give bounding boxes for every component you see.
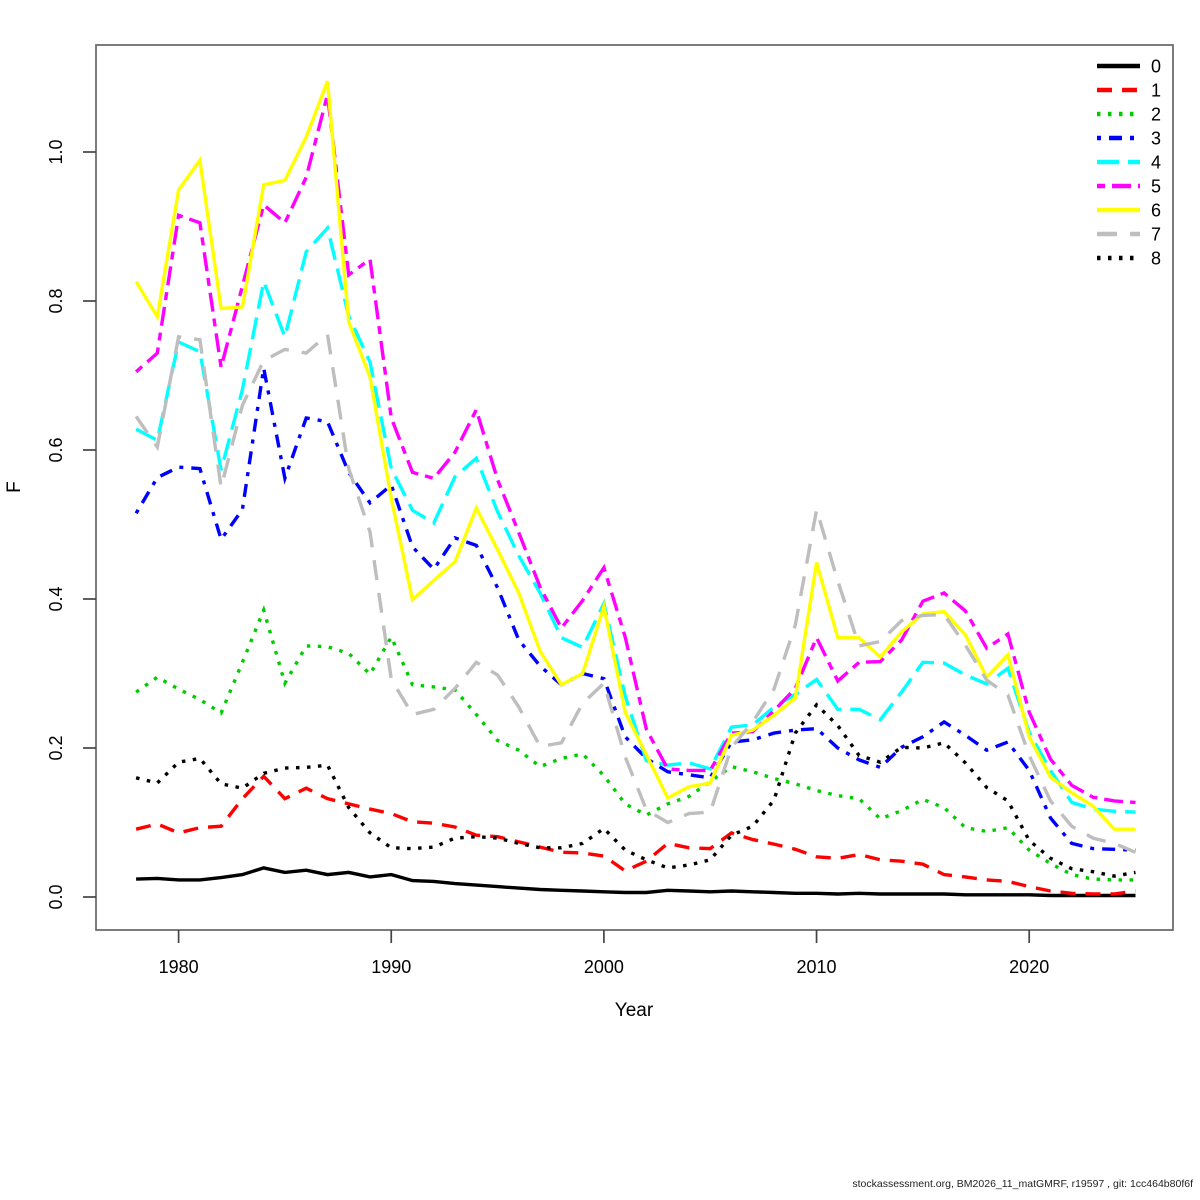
series-line-age-7 bbox=[134, 331, 1137, 854]
x-tick-label: 2010 bbox=[797, 957, 837, 977]
footer-attribution: stockassessment.org, BM2026_11_matGMRF, … bbox=[852, 1178, 1193, 1190]
plot-border bbox=[95, 44, 1174, 931]
y-tick-label: 0.4 bbox=[46, 586, 66, 611]
legend-label: 1 bbox=[1151, 81, 1161, 101]
series-line-age-0 bbox=[136, 866, 1136, 898]
x-axis-title: Year bbox=[615, 1000, 654, 1021]
legend: 0 1 2 3 4 5 6 7 8 bbox=[1097, 57, 1161, 269]
legend-label: 0 bbox=[1151, 57, 1161, 77]
legend-label: 2 bbox=[1151, 105, 1161, 125]
series-line-age-3 bbox=[134, 367, 1136, 852]
legend-item-age-6: 6 bbox=[1097, 201, 1161, 221]
legend-label: 7 bbox=[1151, 225, 1161, 245]
legend-item-age-5: 5 bbox=[1097, 177, 1161, 197]
series-line-age-2 bbox=[135, 605, 1136, 882]
y-tick-label: 1.0 bbox=[46, 139, 66, 164]
legend-label: 8 bbox=[1151, 249, 1161, 269]
x-tick-label: 2020 bbox=[1009, 957, 1049, 977]
legend-item-age-8: 8 bbox=[1097, 249, 1161, 269]
y-tick-label: 0.6 bbox=[46, 437, 66, 462]
legend-label: 3 bbox=[1151, 129, 1161, 149]
series-line-age-6 bbox=[134, 80, 1136, 831]
series-line-age-1 bbox=[135, 773, 1136, 896]
legend-item-age-1: 1 bbox=[1097, 81, 1161, 101]
series-lines bbox=[134, 80, 1137, 898]
legend-label: 6 bbox=[1151, 201, 1161, 221]
x-tick-label: 1990 bbox=[371, 957, 411, 977]
axes: 1980 1990 2000 2010 2020 0.0 0.2 0.4 0.6 0.8 1.0 bbox=[46, 139, 1049, 977]
legend-item-age-3: 3 bbox=[1097, 129, 1161, 149]
series-line-age-5 bbox=[134, 94, 1136, 805]
legend-item-age-4: 4 bbox=[1097, 153, 1161, 173]
series-line-age-4 bbox=[135, 224, 1136, 814]
legend-label: 4 bbox=[1151, 153, 1161, 173]
x-tick-label: 1980 bbox=[159, 957, 199, 977]
legend-item-age-7: 7 bbox=[1097, 225, 1161, 245]
y-tick-label: 0.8 bbox=[46, 288, 66, 313]
legend-item-age-2: 2 bbox=[1097, 105, 1161, 125]
legend-label: 5 bbox=[1151, 177, 1161, 197]
y-tick-label: 0.2 bbox=[46, 735, 66, 760]
y-axis-title: F bbox=[4, 481, 25, 493]
plot-box bbox=[95, 44, 1174, 931]
legend-item-age-0: 0 bbox=[1097, 57, 1161, 77]
y-tick-label: 0.0 bbox=[46, 884, 66, 909]
x-tick-label: 2000 bbox=[584, 957, 624, 977]
